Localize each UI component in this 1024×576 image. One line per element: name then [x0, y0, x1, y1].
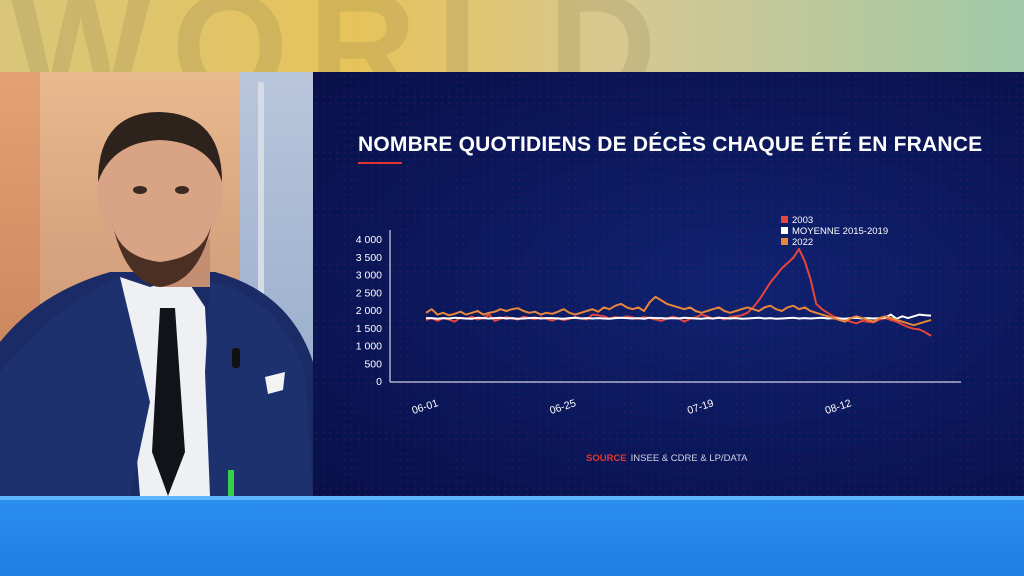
source-label: SOURCE: [586, 453, 627, 464]
y-tick-label: 1 000: [356, 341, 382, 353]
y-tick-label: 0: [376, 376, 382, 388]
legend-label: MOYENNE 2015-2019: [792, 226, 888, 237]
legend-swatch: [781, 227, 788, 234]
studio-video-feed: [0, 72, 313, 496]
y-tick-label: 500: [364, 358, 382, 370]
chart-title: NOMBRE QUOTIDIENS DE DÉCÈS CHAQUE ÉTÉ EN…: [358, 133, 983, 156]
background-graphic: WORLD: [10, 0, 677, 72]
series-line: [425, 247, 932, 337]
series-line: [426, 313, 932, 320]
series-line: [425, 295, 932, 327]
y-tick-label: 1 500: [356, 323, 382, 335]
legend-swatch: [781, 238, 788, 245]
bottom-banner: [0, 496, 1024, 576]
x-tick-label: 07-19: [686, 397, 715, 417]
legend-swatch: [781, 216, 788, 223]
y-tick-label: 2 500: [356, 287, 382, 299]
source-note: SOURCE INSEE & CDRE & LP/DATA: [586, 453, 748, 464]
chart-panel: NOMBRE QUOTIDIENS DE DÉCÈS CHAQUE ÉTÉ EN…: [313, 72, 1024, 496]
presenter-figure: [0, 112, 313, 496]
legend-label: 2003: [792, 215, 813, 226]
x-tick-label: 08-12: [824, 397, 853, 417]
line-chart: 4 000 3 500 3 000 2 500 2 000 1 500 1 000 500 0 0…: [356, 215, 961, 417]
top-banner: WORLD: [0, 0, 1024, 72]
y-tick-label: 2 000: [356, 305, 382, 317]
x-tick-label: 06-25: [548, 397, 577, 417]
studio-frame: [258, 82, 264, 382]
title-underline: [358, 162, 402, 164]
x-tick-label: 06-01: [410, 397, 439, 417]
bottom-stripe: [0, 496, 1024, 500]
source-text: INSEE & CDRE & LP/DATA: [630, 453, 748, 464]
legend-label: 2022: [792, 237, 813, 248]
y-tick-label: 3 000: [356, 270, 382, 282]
dot-pattern: [313, 72, 1024, 496]
y-tick-label: 4 000: [356, 234, 382, 246]
y-tick-label: 3 500: [356, 252, 382, 264]
